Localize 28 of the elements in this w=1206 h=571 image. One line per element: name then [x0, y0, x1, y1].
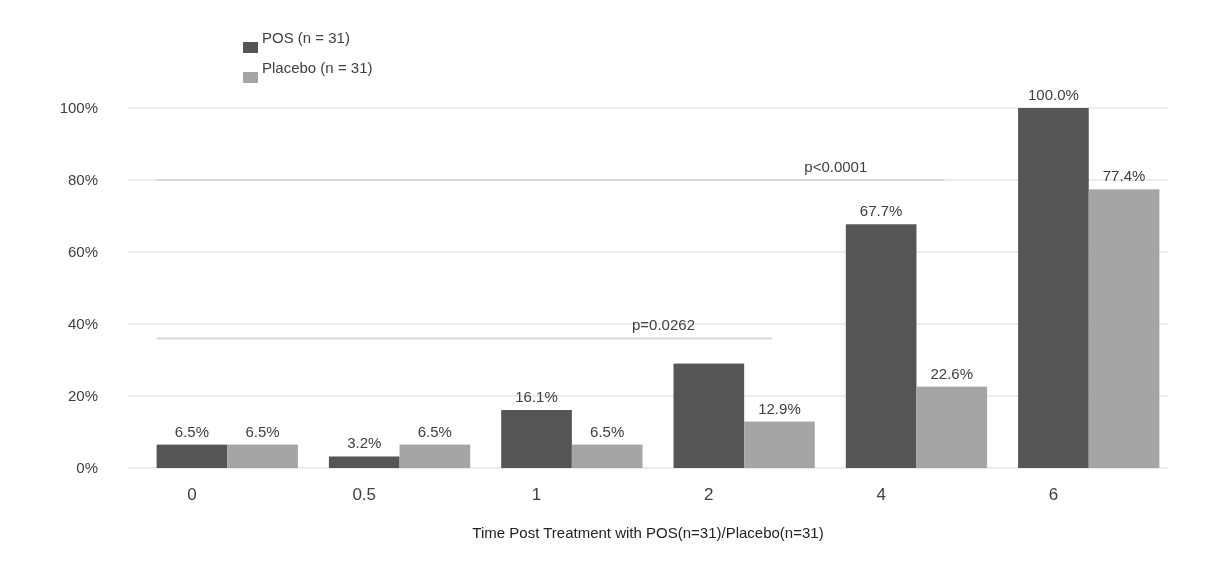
data-label: 22.6%	[930, 364, 974, 382]
data-label: 67.7%	[859, 202, 903, 220]
legend-label: POS (n = 31)	[262, 29, 350, 46]
y-tick-label: 60%	[67, 243, 98, 261]
y-tick-label: 40%	[67, 315, 98, 333]
annotation: p=0.0262	[632, 316, 695, 334]
data-label: 77.4%	[1102, 167, 1146, 185]
annotation: p<0.0001	[804, 158, 868, 175]
x-tick-label: 1	[531, 485, 542, 504]
x-tick-label: 0	[187, 485, 197, 504]
x-tick-label: 2	[704, 485, 714, 504]
x-tick-label: 6	[1048, 485, 1059, 504]
data-label: 6.5%	[174, 422, 210, 440]
x-tick-label: 4	[876, 485, 886, 504]
y-tick-label: 80%	[67, 171, 98, 189]
x-axis-title: Time Post Treatment with POS(n=31)/Placebo(n=31)	[472, 524, 824, 541]
data-label: 12.9%	[758, 399, 801, 417]
data-label: 6.5%	[590, 422, 625, 440]
legend-label: Placebo (n = 31)	[262, 59, 373, 76]
data-label: 6.5%	[417, 422, 452, 440]
y-tick-label: 20%	[67, 387, 98, 405]
y-tick-label: 100%	[59, 99, 98, 117]
data-label: 100.0%	[1027, 86, 1079, 103]
x-tick-label: 0.5	[352, 485, 377, 504]
data-label: 6.5%	[245, 422, 280, 440]
y-tick-label: 0%	[76, 459, 98, 477]
data-label: 16.1%	[515, 388, 558, 406]
data-label: 3.2%	[347, 434, 382, 452]
